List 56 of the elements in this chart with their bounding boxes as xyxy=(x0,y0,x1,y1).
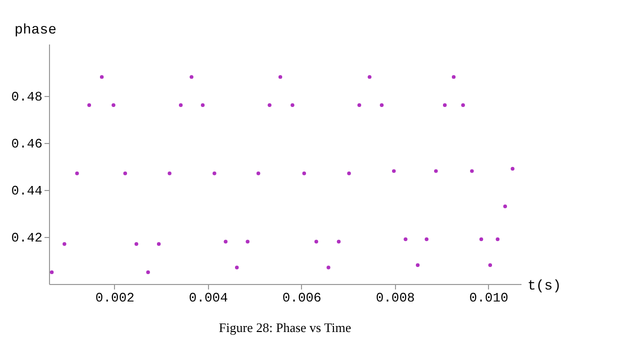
point xyxy=(256,172,260,176)
point xyxy=(314,240,318,244)
point xyxy=(326,266,330,270)
point xyxy=(368,75,372,79)
x-tick-label: 0.008 xyxy=(376,290,415,306)
point xyxy=(434,169,438,173)
point xyxy=(62,242,66,246)
point xyxy=(488,263,492,268)
point xyxy=(100,75,104,79)
point xyxy=(246,240,250,244)
point xyxy=(87,103,92,108)
point xyxy=(156,242,161,246)
point xyxy=(290,103,294,108)
point xyxy=(380,103,384,108)
point xyxy=(496,237,500,242)
point xyxy=(112,103,116,108)
point xyxy=(212,172,216,176)
point xyxy=(503,204,507,208)
point xyxy=(190,75,194,79)
caption: Figure 28: Phase vs Time xyxy=(218,320,352,335)
point xyxy=(200,103,205,108)
point xyxy=(357,103,362,108)
x-tick-label: 0.002 xyxy=(95,290,134,306)
point xyxy=(134,242,138,246)
point xyxy=(123,172,128,176)
point xyxy=(424,237,428,242)
point xyxy=(392,169,396,173)
point xyxy=(479,237,484,242)
point xyxy=(416,263,420,268)
point xyxy=(404,237,408,242)
y-tick-label: 0.42 xyxy=(11,230,42,246)
x-tick-label: 0.006 xyxy=(282,290,322,306)
y-axis-title: phase xyxy=(14,22,57,38)
point xyxy=(461,103,465,108)
point xyxy=(302,172,306,176)
x-tick-label: 0.010 xyxy=(469,290,508,306)
point xyxy=(452,75,456,79)
point xyxy=(75,172,79,176)
point xyxy=(168,172,172,176)
point xyxy=(347,172,351,176)
point xyxy=(278,75,282,79)
y-tick-label: 0.46 xyxy=(11,136,42,152)
y-tick-label: 0.44 xyxy=(11,183,43,198)
point xyxy=(470,169,474,173)
point xyxy=(50,270,54,274)
point xyxy=(178,103,183,108)
point xyxy=(510,166,514,171)
y-tick-label: 0.48 xyxy=(11,89,42,104)
point xyxy=(268,103,272,108)
x-axis-title: t(s) xyxy=(528,278,562,294)
point xyxy=(442,103,447,108)
point xyxy=(146,270,150,274)
point xyxy=(336,240,341,244)
x-tick-label: 0.004 xyxy=(188,290,228,306)
point xyxy=(234,266,239,270)
point xyxy=(224,240,228,244)
